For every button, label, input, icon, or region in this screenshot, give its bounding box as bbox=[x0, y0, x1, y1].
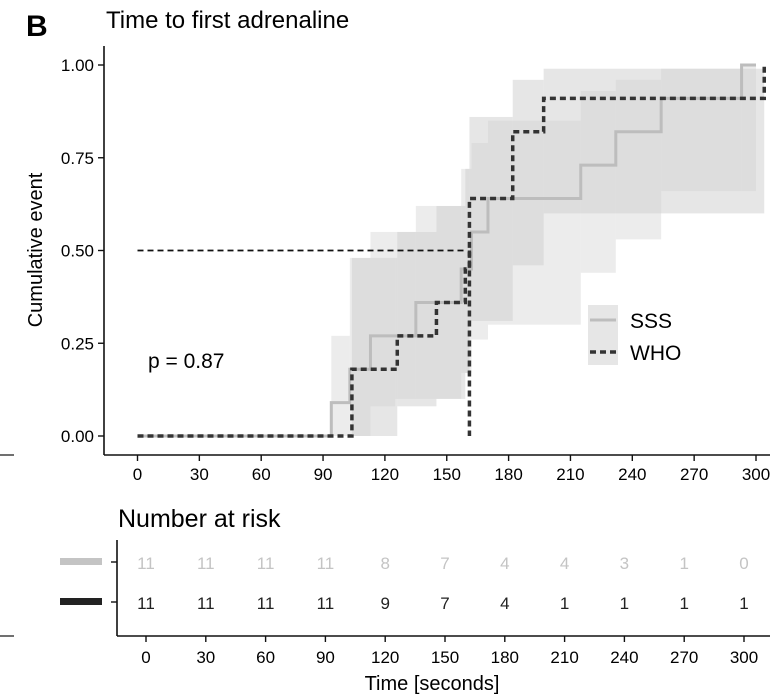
p-value-annotation: p = 0.87 bbox=[148, 350, 224, 373]
ci-band-who bbox=[512, 79, 544, 266]
x-tick-label: 0 bbox=[133, 465, 142, 484]
risk-value-sss: 11 bbox=[137, 554, 155, 573]
risk-value-sss: 3 bbox=[620, 554, 629, 573]
risk-value-sss: 0 bbox=[739, 554, 748, 573]
risk-value-who: 1 bbox=[679, 594, 688, 613]
risk-x-tick-label: 90 bbox=[316, 648, 335, 667]
x-tick-label: 120 bbox=[371, 465, 399, 484]
ci-band-sss bbox=[331, 335, 350, 436]
curve-who bbox=[137, 65, 766, 438]
y-tick-label: 0.50 bbox=[61, 242, 94, 261]
x-tick-label: 180 bbox=[494, 465, 522, 484]
ci-band-who bbox=[351, 257, 398, 436]
risk-value-who: 11 bbox=[197, 594, 215, 613]
survival-curves bbox=[137, 63, 766, 438]
confidence-bands bbox=[331, 65, 765, 436]
risk-row-key-who bbox=[60, 598, 102, 605]
risk-value-sss: 7 bbox=[440, 554, 449, 573]
legend: SSS WHO bbox=[588, 305, 681, 365]
risk-x-tick-label: 180 bbox=[491, 648, 519, 667]
x-tick-label: 60 bbox=[252, 465, 271, 484]
risk-x-tick-label: 270 bbox=[670, 648, 698, 667]
risk-value-who: 7 bbox=[440, 594, 449, 613]
x-tick-label: 270 bbox=[680, 465, 708, 484]
risk-table-title: Number at risk bbox=[118, 505, 281, 533]
x-tick-label: 30 bbox=[190, 465, 209, 484]
risk-value-sss: 4 bbox=[560, 554, 569, 573]
y-tick-label: 1.00 bbox=[61, 56, 94, 75]
axes: 0.00 0.25 0.50 0.75 1.00 0 30 60 90 120 150 180 210 2… bbox=[0, 46, 770, 484]
risk-x-tick-label: 60 bbox=[256, 648, 275, 667]
curve-sss bbox=[137, 63, 756, 438]
x-tick-label: 90 bbox=[314, 465, 333, 484]
x-axis-label: Time [seconds] bbox=[365, 673, 500, 695]
ci-band-who bbox=[465, 168, 470, 373]
chart-title: Time to first adrenaline bbox=[106, 7, 349, 34]
risk-value-who: 9 bbox=[380, 594, 389, 613]
y-tick-label: 0.00 bbox=[61, 427, 94, 446]
risk-value-sss: 11 bbox=[257, 554, 275, 573]
legend-label-who: WHO bbox=[630, 342, 681, 365]
legend-label-sss: SSS bbox=[630, 310, 672, 333]
panel-label: B bbox=[26, 10, 48, 43]
x-tick-label: 240 bbox=[618, 465, 646, 484]
risk-row-key-sss bbox=[60, 558, 102, 565]
ci-band-who bbox=[469, 116, 513, 321]
x-tick-label: 150 bbox=[433, 465, 461, 484]
risk-x-tick-label: 120 bbox=[371, 648, 399, 667]
x-tick-label: 210 bbox=[556, 465, 584, 484]
risk-value-sss: 1 bbox=[679, 554, 688, 573]
legend-background bbox=[588, 305, 618, 365]
x-tick-label: 300 bbox=[742, 465, 770, 484]
risk-value-who: 1 bbox=[739, 594, 748, 613]
risk-x-tick-label: 0 bbox=[141, 648, 150, 667]
risk-table: 11 11 11 11 8 7 4 4 3 1 011 11 11 11 9 7 4 1 1 1 10 30 60 90 120… bbox=[0, 540, 770, 667]
y-axis-label: Cumulative event bbox=[25, 172, 47, 327]
risk-value-sss: 11 bbox=[197, 554, 215, 573]
risk-x-tick-label: 300 bbox=[730, 648, 758, 667]
risk-x-tick-label: 30 bbox=[196, 648, 215, 667]
risk-value-who: 1 bbox=[560, 594, 569, 613]
risk-value-sss: 8 bbox=[380, 554, 389, 573]
risk-x-tick-label: 240 bbox=[610, 648, 638, 667]
risk-value-who: 11 bbox=[317, 594, 335, 613]
risk-x-tick-label: 210 bbox=[550, 648, 578, 667]
risk-value-who: 11 bbox=[257, 594, 275, 613]
risk-value-who: 11 bbox=[137, 594, 155, 613]
ci-band-who bbox=[543, 68, 765, 214]
y-tick-label: 0.25 bbox=[61, 334, 94, 353]
risk-value-sss: 11 bbox=[317, 554, 335, 573]
risk-value-sss: 4 bbox=[500, 554, 509, 573]
risk-x-tick-label: 150 bbox=[431, 648, 459, 667]
risk-value-who: 1 bbox=[620, 594, 629, 613]
y-tick-label: 0.75 bbox=[61, 149, 94, 168]
risk-value-who: 4 bbox=[500, 594, 509, 613]
